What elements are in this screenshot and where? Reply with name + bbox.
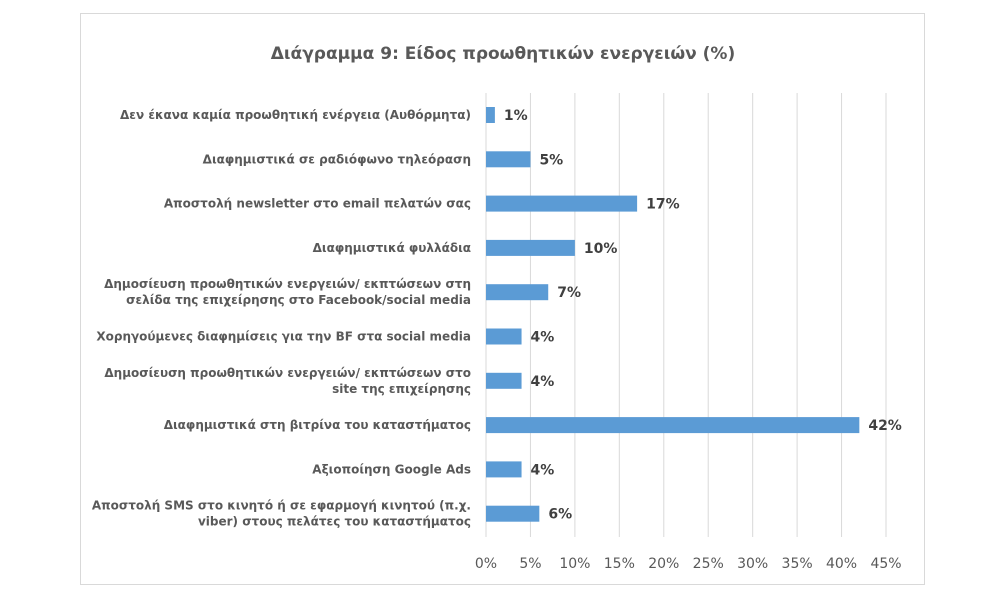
bar <box>486 372 522 389</box>
data-label: 42% <box>868 418 902 434</box>
bar <box>486 328 522 345</box>
category-label: Αποστολή newsletter στο email πελατών σα… <box>164 197 471 211</box>
category-label: Δημοσίευση προωθητικών ενεργειών/ εκπτώσ… <box>104 277 471 291</box>
x-tick-label: 35% <box>782 556 813 572</box>
x-tick-label: 0% <box>475 556 497 572</box>
category-label: Διαφημιστικά φυλλάδια <box>313 241 471 255</box>
data-label: 10% <box>584 241 618 257</box>
x-tick-label: 30% <box>737 556 768 572</box>
category-label: site της επιχείρησης <box>332 382 471 396</box>
data-label: 1% <box>504 108 528 124</box>
data-label: 5% <box>539 152 563 168</box>
bar <box>486 505 540 522</box>
x-tick-label: 45% <box>870 556 901 572</box>
bar <box>486 239 575 256</box>
x-tick-label: 20% <box>648 556 679 572</box>
data-label: 17% <box>646 197 680 213</box>
data-label: 6% <box>548 507 572 523</box>
category-label: σελίδα της επιχείρησης στο Facebook/soci… <box>126 293 471 307</box>
bar <box>486 151 531 168</box>
x-tick-label: 25% <box>693 556 724 572</box>
chart-title: Διάγραμμα 9: Είδος προωθητικών ενεργειών… <box>271 44 736 64</box>
x-tick-label: 10% <box>559 556 590 572</box>
bar <box>486 461 522 478</box>
bar <box>486 107 495 123</box>
data-label: 4% <box>531 330 555 346</box>
category-label: Διαφημιστικά στη βιτρίνα του καταστήματο… <box>164 418 471 432</box>
category-label: Δημοσίευση προωθητικών ενεργειών/ εκπτώσ… <box>104 366 471 380</box>
category-label: Αξιοποίηση Google Ads <box>312 462 471 476</box>
x-tick-label: 15% <box>604 556 635 572</box>
category-label: Χορηγούμενες διαφημίσεις για την BF στα … <box>96 330 471 344</box>
data-label: 4% <box>531 462 555 478</box>
x-tick-label: 5% <box>519 556 541 572</box>
bar <box>486 284 549 301</box>
category-label: Διαφημιστικά σε ραδιόφωνο τηλεόραση <box>203 152 471 166</box>
bar <box>486 195 638 212</box>
category-label: Δεν έκανα καμία προωθητική ενέργεια (Αυθ… <box>120 108 471 122</box>
category-label: Αποστολή SMS στο κινητό ή σε εφαρμογή κι… <box>92 499 471 513</box>
bar <box>486 417 860 434</box>
category-label: viber) στους πελάτες του καταστήματος <box>198 515 471 529</box>
data-label: 7% <box>557 285 581 301</box>
data-label: 4% <box>531 374 555 390</box>
x-tick-label: 40% <box>826 556 857 572</box>
